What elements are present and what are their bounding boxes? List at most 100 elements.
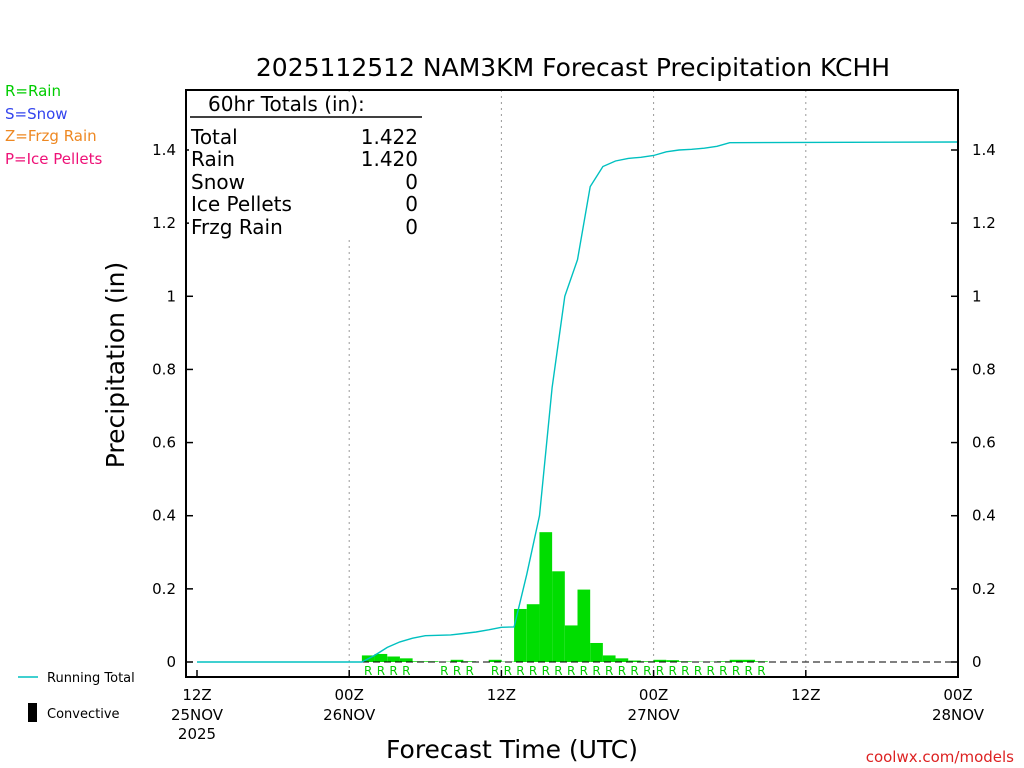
hourly-bars <box>361 532 768 662</box>
totals-value-total: 1.422 <box>361 125 418 149</box>
y-tick-label: 1.4 <box>152 141 176 159</box>
totals-box: 60hr Totals (in): Total 1.422 Rain 1.420… <box>189 92 427 239</box>
legend-running-total: Running Total <box>47 671 135 686</box>
precip-bar <box>488 659 502 662</box>
legend-ice-pellets: P=Ice Pellets <box>5 150 102 168</box>
precip-type-marker: R <box>389 664 397 678</box>
legend-convective: Convective <box>47 707 120 722</box>
precip-bar <box>514 608 527 662</box>
precip-bar <box>399 658 413 662</box>
precip-bar <box>653 659 667 662</box>
totals-label-snow: Snow <box>191 170 245 194</box>
running-total-line <box>197 141 959 663</box>
x-tick-label: 2025 <box>178 725 216 743</box>
y-tick-label-right: 1.4 <box>972 141 996 159</box>
precip-type-marker: R <box>630 664 638 678</box>
y-tick-label: 0.6 <box>152 434 176 452</box>
series-legend: Running Total Convective <box>18 671 135 722</box>
precip-bar <box>742 659 756 662</box>
totals-value-ice-pellets: 0 <box>405 192 418 216</box>
precip-type-marker: R <box>643 664 651 678</box>
legend-snow: S=Snow <box>5 105 68 123</box>
precip-type-marker: R <box>529 664 537 678</box>
precip-bar <box>450 659 464 662</box>
precip-type-marker: R <box>757 664 765 678</box>
y-tick-label-right: 1.2 <box>972 214 996 232</box>
precip-bar <box>552 571 565 662</box>
precip-type-marker: R <box>592 664 600 678</box>
x-tick-label: 27NOV <box>628 706 681 724</box>
convective-swatch <box>28 703 37 722</box>
y-tick-label-right: 0.2 <box>972 580 996 598</box>
totals-value-rain: 1.420 <box>361 147 418 171</box>
x-tick-label: 00Z <box>639 686 668 704</box>
x-axis-label: Forecast Time (UTC) <box>386 735 638 764</box>
precip-bar <box>564 625 578 662</box>
precip-bar <box>577 589 591 662</box>
x-tick-label: 12Z <box>487 686 516 704</box>
y-tick-label: 1 <box>166 287 176 305</box>
x-tick-label: 12Z <box>182 686 211 704</box>
precip-type-marker: R <box>618 664 626 678</box>
precip-bar <box>602 655 616 662</box>
precip-type-marker: R <box>364 664 372 678</box>
precip-type-marker: R <box>580 664 588 678</box>
x-tick-label: 25NOV <box>171 706 224 724</box>
y-tick-label: 0 <box>166 653 176 671</box>
y-tick-label-right: 0.6 <box>972 434 996 452</box>
totals-label-rain: Rain <box>191 147 235 171</box>
y-tick-label-right: 0.8 <box>972 360 996 378</box>
plot-frame <box>185 89 959 678</box>
x-tick-label: 00Z <box>943 686 972 704</box>
y-tick-label: 0.4 <box>152 507 176 525</box>
precip-type-marker: R <box>694 664 702 678</box>
precip-type-marker: R <box>707 664 715 678</box>
totals-value-frzg-rain: 0 <box>405 215 418 239</box>
precip-type-legend: R=Rain S=Snow Z=Frzg Rain P=Ice Pellets <box>5 82 102 168</box>
precip-type-marker: R <box>745 664 753 678</box>
precip-bar <box>615 658 629 662</box>
precip-type-marker: R <box>719 664 727 678</box>
precip-type-marker: R <box>453 664 461 678</box>
y-tick-label: 0.2 <box>152 580 176 598</box>
precip-type-marker: R <box>542 664 550 678</box>
precip-type-marker: R <box>516 664 524 678</box>
precip-bar <box>374 653 388 662</box>
y-tick-label-right: 1 <box>972 287 982 305</box>
precip-bar <box>717 661 730 662</box>
y-tick-label: 1.2 <box>152 214 176 232</box>
precip-bar <box>628 660 641 662</box>
totals-value-snow: 0 <box>405 170 418 194</box>
x-tick-label: 26NOV <box>323 706 376 724</box>
legend-rain: R=Rain <box>5 82 61 100</box>
y-ticks-right: 0 0.2 0.4 0.6 0.8 1 1.2 1.4 <box>951 141 996 671</box>
y-tick-label-right: 0.4 <box>972 507 996 525</box>
precip-type-marker: R <box>656 664 664 678</box>
y-axis-label: Precipitation (in) <box>101 262 130 469</box>
totals-label-total: Total <box>190 125 238 149</box>
precip-type-marker: R <box>567 664 575 678</box>
precip-bar <box>539 532 553 662</box>
precip-type-marker: R <box>491 664 499 678</box>
precip-bar <box>590 642 603 662</box>
credit-text: coolwx.com/models <box>866 748 1014 766</box>
totals-heading: 60hr Totals (in): <box>208 92 365 116</box>
totals-label-frzg-rain: Frzg Rain <box>191 215 283 239</box>
totals-label-ice-pellets: Ice Pellets <box>191 192 292 216</box>
precip-type-marker: R <box>402 664 410 678</box>
precip-type-marker: R <box>377 664 385 678</box>
precip-type-marker: R <box>466 664 474 678</box>
y-ticks-left: 0 0.2 0.4 0.6 0.8 1 1.2 1.4 <box>152 141 193 671</box>
precip-bar <box>666 660 679 662</box>
x-tick-label: 12Z <box>791 686 820 704</box>
precip-bar <box>640 661 654 662</box>
precip-bar <box>729 659 743 662</box>
precip-bar <box>526 604 540 662</box>
x-tick-label: 00Z <box>335 686 364 704</box>
y-tick-label-right: 0 <box>972 653 982 671</box>
precip-type-marker: R <box>732 664 740 678</box>
precip-type-marker: R <box>681 664 689 678</box>
